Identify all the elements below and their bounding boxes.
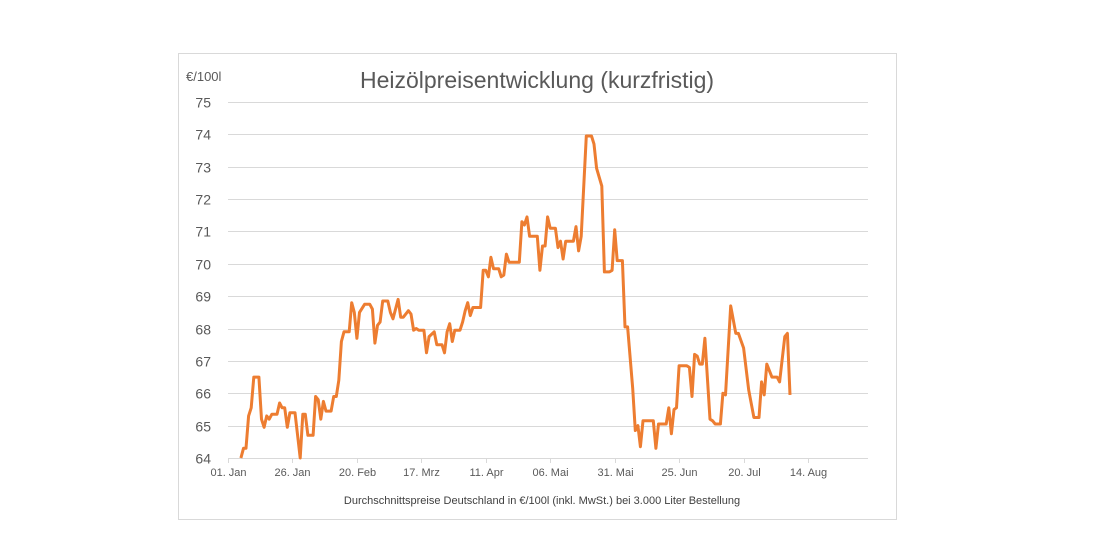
x-tick-label: 20. Feb: [339, 467, 376, 479]
chart-title: Heizölpreisentwicklung (kurzfristig): [360, 67, 714, 93]
x-tick-label: 31. Mai: [597, 467, 633, 479]
price-series-line: [239, 134, 792, 460]
y-tick-label: 67: [195, 354, 211, 370]
chart-frame: [178, 53, 897, 520]
x-tick-label: 25. Jun: [661, 467, 697, 479]
y-tick-label: 64: [195, 451, 211, 467]
x-tick-label: 26. Jan: [274, 467, 310, 479]
x-tick-label: 20. Jul: [728, 467, 760, 479]
x-axis-ticks: 01. Jan 26. Jan 20. Feb 17. Mrz 11. Apr 06. M…: [210, 458, 827, 479]
y-tick-label: 75: [195, 95, 211, 111]
y-tick-label: 70: [195, 257, 211, 273]
y-axis-unit-label: €/100l: [186, 69, 222, 84]
y-tick-label: 73: [195, 160, 211, 176]
y-tick-label: 71: [195, 224, 211, 240]
x-tick-label: 14. Aug: [790, 467, 827, 479]
y-tick-label: 66: [195, 386, 211, 402]
y-tick-label: 68: [195, 322, 211, 338]
y-tick-label: 69: [195, 289, 211, 305]
y-axis-ticks: 64 65 66 67 68 69 70 71 72 73 74 75: [195, 95, 211, 467]
y-tick-label: 74: [195, 127, 211, 143]
x-tick-label: 17. Mrz: [403, 467, 440, 479]
x-tick-label: 01. Jan: [210, 467, 246, 479]
gridlines: [228, 102, 868, 459]
x-axis-caption: Durchschnittspreise Deutschland in €/100…: [344, 495, 740, 507]
y-tick-label: 65: [195, 419, 211, 435]
x-tick-label: 06. Mai: [532, 467, 568, 479]
y-tick-label: 72: [195, 192, 211, 208]
x-tick-label: 11. Apr: [469, 467, 503, 479]
